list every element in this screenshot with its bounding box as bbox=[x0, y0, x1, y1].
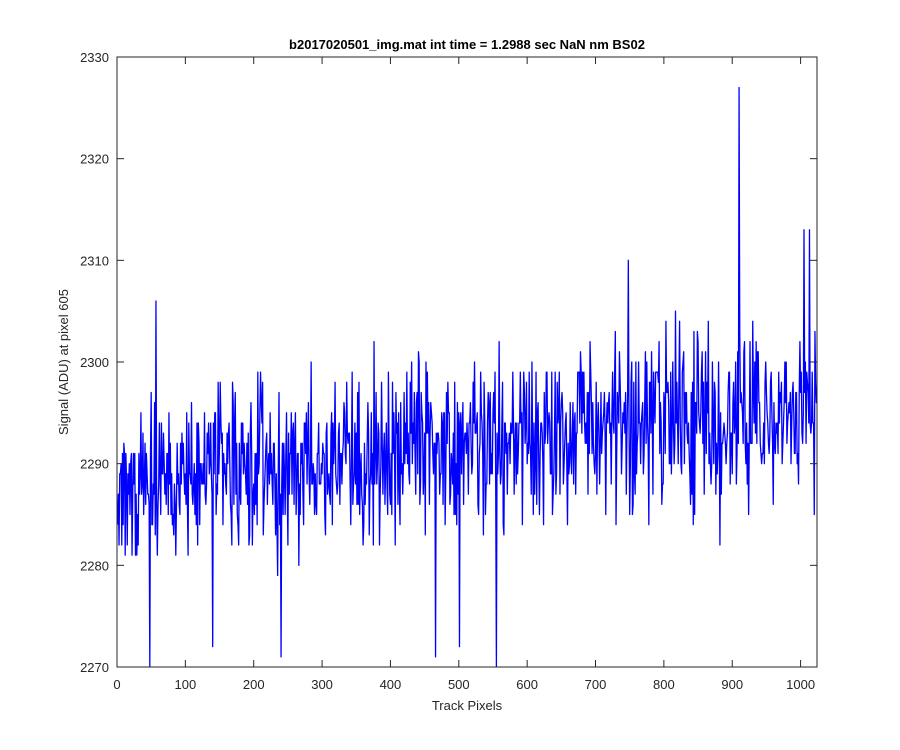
y-axis-label: Signal (ADU) at pixel 605 bbox=[56, 289, 71, 435]
x-tick-label: 500 bbox=[448, 677, 470, 692]
y-tick-label: 2330 bbox=[80, 50, 109, 65]
chart-title: b2017020501_img.mat int time = 1.2988 se… bbox=[289, 37, 645, 52]
x-axis: 0 100 200 300 400 500 600 700 800 900 1000 bbox=[113, 57, 815, 692]
x-tick-label: 800 bbox=[653, 677, 675, 692]
x-tick-label: 0 bbox=[113, 677, 120, 692]
x-tick-label: 400 bbox=[380, 677, 402, 692]
plot-area bbox=[117, 86, 817, 667]
x-tick-label: 900 bbox=[721, 677, 743, 692]
x-tick-label: 700 bbox=[585, 677, 607, 692]
x-tick-label: 300 bbox=[311, 677, 333, 692]
y-tick-label: 2270 bbox=[80, 660, 109, 675]
x-tick-label: 200 bbox=[243, 677, 265, 692]
y-tick-label: 2320 bbox=[80, 152, 109, 167]
x-tick-label: 1000 bbox=[786, 677, 815, 692]
x-tick-label: 100 bbox=[175, 677, 197, 692]
y-tick-label: 2300 bbox=[80, 355, 109, 370]
y-axis: 2270 2280 2290 2300 2310 2320 2330 bbox=[80, 50, 817, 675]
y-tick-label: 2290 bbox=[80, 457, 109, 472]
y-tick-label: 2310 bbox=[80, 253, 109, 268]
y-tick-label: 2280 bbox=[80, 558, 109, 573]
x-axis-label: Track Pixels bbox=[432, 698, 503, 713]
signal-series-line bbox=[117, 86, 817, 667]
x-tick-label: 600 bbox=[516, 677, 538, 692]
